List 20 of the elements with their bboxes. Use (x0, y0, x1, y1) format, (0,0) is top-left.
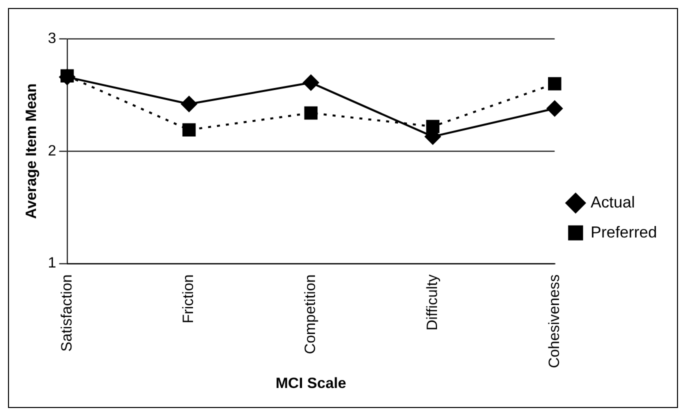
point (60, 69, 74, 83)
y-axis-title: Average Item Mean (23, 83, 40, 219)
point (182, 123, 196, 136)
point (546, 100, 563, 116)
point (181, 96, 198, 112)
point (426, 120, 440, 134)
x-axis-title: MCI Scale (276, 375, 346, 392)
x-tick-label: Competition (302, 274, 320, 354)
y-tick-label: 2 (48, 142, 56, 160)
point (302, 74, 319, 91)
x-tick-label: Cohesiveness (546, 274, 563, 368)
y-tick-label: 1 (48, 254, 56, 272)
x-tick-label: Satisfaction (58, 274, 76, 352)
legend-label: Actual (590, 194, 635, 212)
x-tick-label: Difficulty (424, 274, 441, 331)
point (548, 77, 562, 90)
legend-label: Preferred (590, 224, 658, 242)
y-tick-label: 3 (48, 30, 56, 47)
x-tick-label: Friction (180, 274, 198, 324)
point (304, 106, 318, 120)
